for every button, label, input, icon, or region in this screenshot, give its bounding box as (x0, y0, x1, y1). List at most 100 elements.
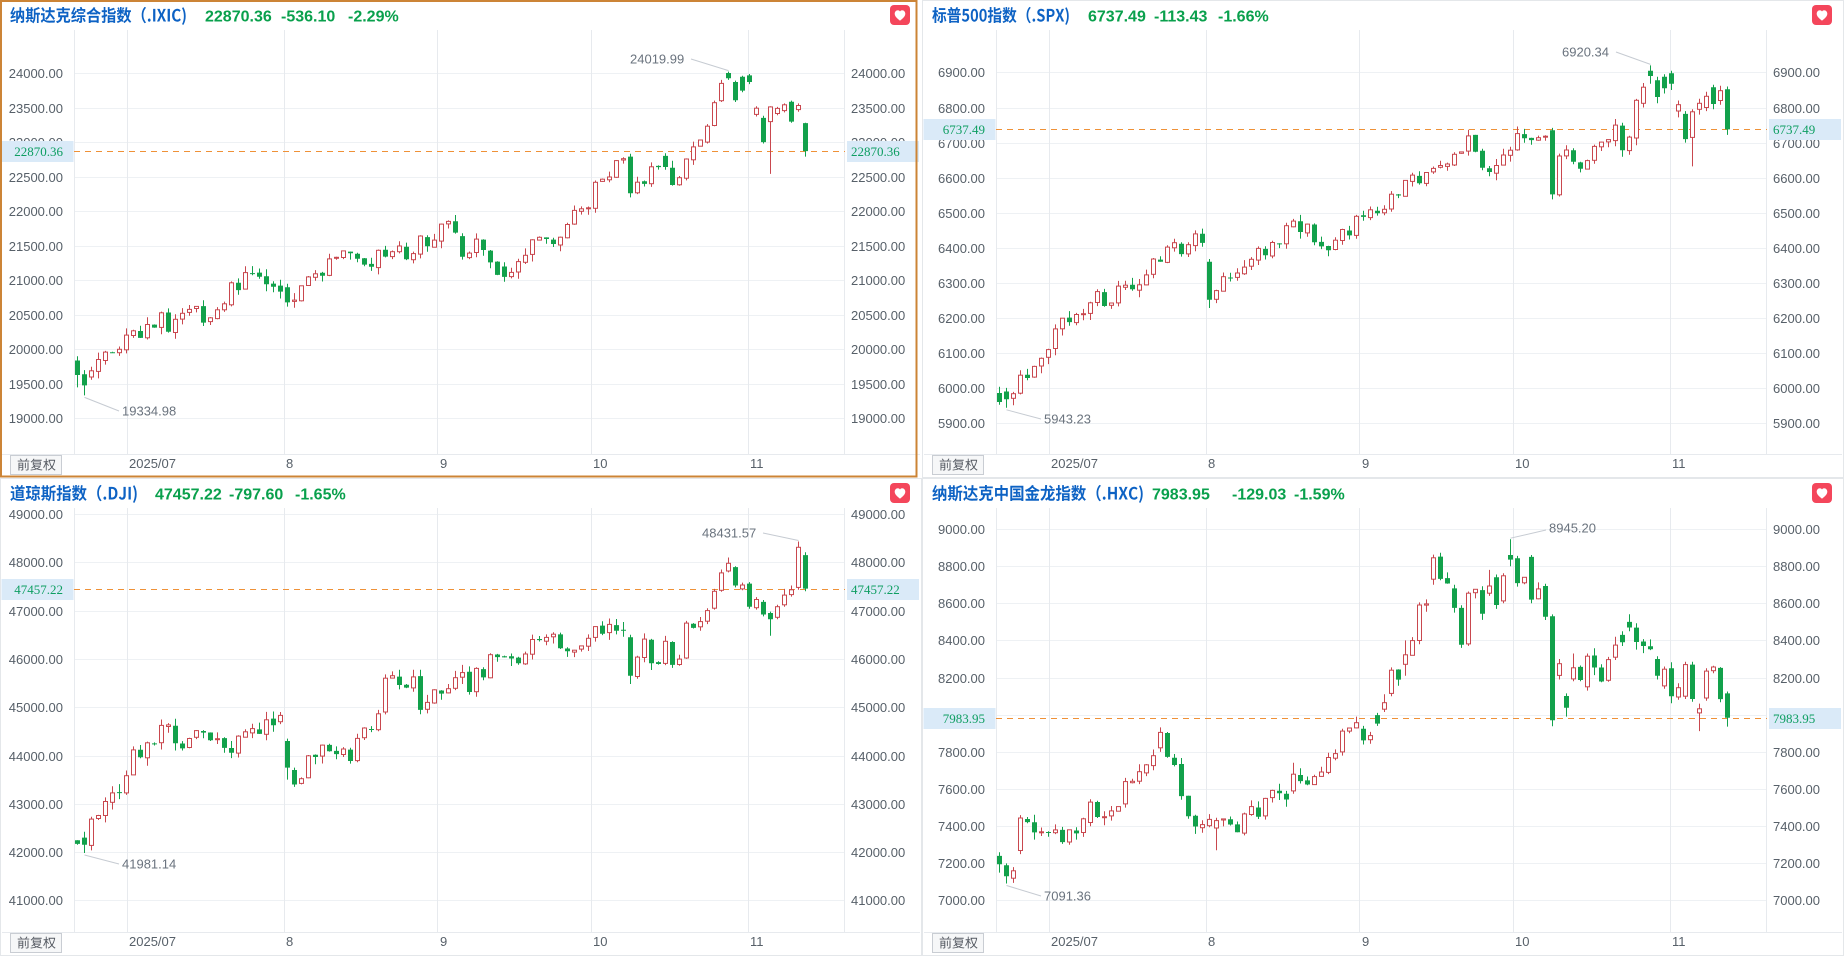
svg-text:7200.00: 7200.00 (938, 856, 985, 871)
svg-text:-797.60: -797.60 (229, 487, 283, 504)
svg-text:47457.22: 47457.22 (851, 582, 900, 597)
svg-text:21500.00: 21500.00 (851, 239, 905, 254)
svg-text:7000.00: 7000.00 (1773, 893, 1820, 908)
svg-text:24000.00: 24000.00 (9, 66, 63, 81)
svg-text:41000.00: 41000.00 (9, 893, 63, 908)
svg-text:6500.00: 6500.00 (1773, 206, 1820, 221)
svg-text:6300.00: 6300.00 (938, 276, 985, 291)
svg-text:23500.00: 23500.00 (9, 101, 63, 116)
svg-text:22500.00: 22500.00 (9, 170, 63, 185)
svg-text:44000.00: 44000.00 (9, 749, 63, 764)
svg-text:8800.00: 8800.00 (938, 559, 985, 574)
svg-text:19500.00: 19500.00 (9, 377, 63, 392)
svg-text:21000.00: 21000.00 (851, 273, 905, 288)
svg-text:8945.20: 8945.20 (1549, 521, 1596, 536)
svg-text:7983.95: 7983.95 (943, 711, 985, 726)
svg-text:49000.00: 49000.00 (9, 507, 63, 522)
svg-text:20500.00: 20500.00 (851, 308, 905, 323)
svg-text:7000.00: 7000.00 (938, 893, 985, 908)
svg-text:6800.00: 6800.00 (938, 101, 985, 116)
svg-text:2025/07: 2025/07 (129, 456, 176, 471)
svg-text:8: 8 (1208, 456, 1215, 471)
svg-text:8400.00: 8400.00 (938, 633, 985, 648)
svg-text:10: 10 (593, 934, 607, 949)
svg-text:6200.00: 6200.00 (1773, 311, 1820, 326)
svg-text:6100.00: 6100.00 (1773, 346, 1820, 361)
svg-text:2025/07: 2025/07 (1051, 934, 1098, 949)
svg-text:43000.00: 43000.00 (851, 797, 905, 812)
svg-text:47000.00: 47000.00 (851, 604, 905, 619)
svg-text:6200.00: 6200.00 (938, 311, 985, 326)
svg-text:45000.00: 45000.00 (9, 700, 63, 715)
svg-text:-129.03: -129.03 (1232, 487, 1286, 504)
svg-text:49000.00: 49000.00 (851, 507, 905, 522)
svg-text:22500.00: 22500.00 (851, 170, 905, 185)
svg-text:8: 8 (286, 456, 293, 471)
svg-text:6100.00: 6100.00 (938, 346, 985, 361)
svg-text:8600.00: 8600.00 (938, 596, 985, 611)
svg-text:6900.00: 6900.00 (938, 65, 985, 80)
svg-text:22870.36: 22870.36 (851, 144, 900, 159)
svg-text:8200.00: 8200.00 (1773, 671, 1820, 686)
svg-text:22000.00: 22000.00 (9, 204, 63, 219)
svg-text:7400.00: 7400.00 (938, 819, 985, 834)
svg-text:9: 9 (440, 456, 447, 471)
svg-text:6900.00: 6900.00 (1773, 65, 1820, 80)
svg-text:24019.99: 24019.99 (630, 52, 684, 67)
svg-text:48000.00: 48000.00 (9, 555, 63, 570)
svg-text:43000.00: 43000.00 (9, 797, 63, 812)
svg-text:7600.00: 7600.00 (938, 782, 985, 797)
svg-text:7983.95: 7983.95 (1773, 711, 1815, 726)
svg-text:7983.95: 7983.95 (1152, 487, 1210, 504)
svg-text:45000.00: 45000.00 (851, 700, 905, 715)
svg-text:48000.00: 48000.00 (851, 555, 905, 570)
svg-text:-1.65%: -1.65% (295, 487, 346, 504)
svg-text:42000.00: 42000.00 (9, 845, 63, 860)
svg-text:-2.29%: -2.29% (348, 9, 399, 26)
svg-text:8: 8 (1208, 934, 1215, 949)
svg-text:24000.00: 24000.00 (851, 66, 905, 81)
svg-text:47457.22: 47457.22 (14, 582, 63, 597)
svg-text:20500.00: 20500.00 (9, 308, 63, 323)
svg-text:6600.00: 6600.00 (938, 171, 985, 186)
svg-text:9000.00: 9000.00 (1773, 522, 1820, 537)
svg-text:20000.00: 20000.00 (851, 342, 905, 357)
svg-text:7400.00: 7400.00 (1773, 819, 1820, 834)
svg-text:8200.00: 8200.00 (938, 671, 985, 686)
svg-text:7200.00: 7200.00 (1773, 856, 1820, 871)
svg-text:22000.00: 22000.00 (851, 204, 905, 219)
svg-text:6737.49: 6737.49 (1088, 9, 1146, 26)
svg-text:10: 10 (1515, 456, 1529, 471)
svg-text:6600.00: 6600.00 (1773, 171, 1820, 186)
svg-text:21500.00: 21500.00 (9, 239, 63, 254)
svg-text:9: 9 (440, 934, 447, 949)
svg-text:-113.43: -113.43 (1154, 9, 1207, 26)
svg-text:41000.00: 41000.00 (851, 893, 905, 908)
svg-text:42000.00: 42000.00 (851, 845, 905, 860)
svg-text:19334.98: 19334.98 (122, 404, 176, 419)
svg-text:23500.00: 23500.00 (851, 101, 905, 116)
svg-text:2025/07: 2025/07 (129, 934, 176, 949)
svg-text:8800.00: 8800.00 (1773, 559, 1820, 574)
svg-text:46000.00: 46000.00 (9, 652, 63, 667)
svg-text:6737.49: 6737.49 (1773, 122, 1815, 137)
svg-text:46000.00: 46000.00 (851, 652, 905, 667)
svg-text:6000.00: 6000.00 (1773, 381, 1820, 396)
svg-text:22870.36: 22870.36 (14, 144, 63, 159)
svg-text:9000.00: 9000.00 (938, 522, 985, 537)
svg-text:8600.00: 8600.00 (1773, 596, 1820, 611)
svg-text:11: 11 (750, 456, 764, 471)
svg-text:6737.49: 6737.49 (943, 122, 985, 137)
svg-text:10: 10 (1515, 934, 1529, 949)
svg-text:9: 9 (1362, 456, 1369, 471)
svg-text:8400.00: 8400.00 (1773, 633, 1820, 648)
svg-text:6400.00: 6400.00 (938, 241, 985, 256)
svg-text:6500.00: 6500.00 (938, 206, 985, 221)
svg-text:7091.36: 7091.36 (1044, 889, 1091, 904)
svg-text:41981.14: 41981.14 (122, 857, 176, 872)
svg-text:-1.66%: -1.66% (1218, 9, 1269, 26)
svg-text:48431.57: 48431.57 (702, 526, 756, 541)
svg-text:-1.59%: -1.59% (1294, 487, 1345, 504)
svg-text:5943.23: 5943.23 (1044, 412, 1091, 427)
svg-text:47457.22: 47457.22 (155, 487, 222, 504)
